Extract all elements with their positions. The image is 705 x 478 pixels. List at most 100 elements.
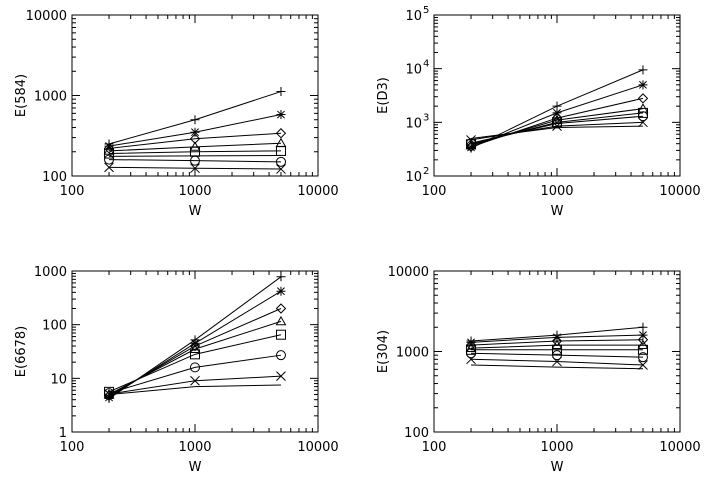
series-line	[109, 159, 281, 163]
x-tick-label: 10000	[297, 440, 338, 455]
triangle-marker	[551, 339, 563, 350]
y-tick-label: 10	[50, 372, 67, 387]
series-line	[108, 384, 281, 395]
cross-marker	[466, 354, 476, 365]
circle-marker	[466, 138, 477, 149]
x-axis-label: W	[189, 204, 202, 219]
cross-marker	[104, 162, 114, 173]
diamond-marker	[637, 93, 649, 104]
triangle-marker	[103, 145, 115, 155]
x-tick-label: 10000	[659, 440, 700, 455]
y-tick-exponent: 5	[423, 5, 429, 16]
y-tick-label: 100	[42, 170, 67, 185]
square-marker	[104, 148, 115, 159]
x-axis-label: W	[189, 460, 202, 475]
axis-ticks	[71, 271, 319, 433]
axis-ticks	[433, 271, 681, 433]
series-line	[108, 320, 282, 395]
series-8	[470, 125, 643, 139]
y-axis-label: E(D3)	[376, 77, 391, 114]
series-line	[471, 352, 643, 358]
y-tick-label: 10000	[26, 9, 67, 24]
plus-marker	[638, 65, 648, 75]
circle-marker	[466, 348, 477, 359]
square-marker	[275, 145, 286, 156]
cross-marker	[190, 375, 200, 386]
series-6	[104, 350, 286, 399]
square-marker	[466, 344, 477, 355]
triangle-marker	[189, 343, 201, 354]
y-tick-exponent: 4	[423, 59, 429, 70]
y-tick-label: 1000	[396, 346, 429, 361]
x-tick-label: 10000	[659, 184, 700, 199]
triangle-marker	[189, 141, 201, 151]
series-line	[108, 334, 282, 393]
y-axis-label: E(304)	[376, 330, 391, 373]
series-line	[109, 150, 281, 155]
diamond-marker	[103, 143, 115, 154]
square-marker	[552, 344, 562, 355]
asterisk-marker	[638, 80, 648, 90]
y-tick-label: 10	[405, 116, 422, 131]
series-line	[109, 154, 281, 157]
cross-marker	[552, 121, 562, 131]
series-8	[109, 154, 281, 157]
square-marker	[190, 349, 200, 360]
cross-marker	[638, 117, 648, 128]
y-tick-label: 100	[42, 319, 67, 334]
series-5	[466, 344, 648, 355]
x-tick-label: 1000	[540, 184, 573, 199]
asterisk-marker	[552, 332, 562, 342]
y-tick-label: 10	[405, 9, 422, 24]
series-line	[470, 125, 643, 139]
y-axis-label: E(6678)	[14, 326, 29, 377]
series-line	[108, 354, 282, 394]
x-tick-label: 1000	[540, 440, 573, 455]
series-5	[104, 145, 286, 159]
square-marker	[275, 329, 286, 340]
chart-panel-3: 100 1000 10000 1 10 100 1000 W E(6678)	[14, 265, 339, 475]
x-tick-label: 100	[60, 440, 85, 455]
series-7	[466, 117, 648, 145]
y-tick-label: 1000	[34, 90, 67, 105]
cross-marker	[638, 360, 648, 370]
triangle-marker	[275, 315, 287, 326]
series-line	[470, 115, 644, 144]
series-7	[104, 162, 286, 174]
series-6	[466, 348, 648, 363]
circle-marker	[275, 156, 286, 167]
asterisk-marker	[190, 338, 200, 348]
diamond-marker	[637, 334, 649, 345]
series-line	[471, 364, 643, 370]
triangle-marker	[637, 339, 649, 350]
diamond-marker	[275, 303, 287, 314]
y-tick-exponent: 2	[423, 166, 429, 177]
diamond-marker	[189, 340, 201, 352]
chart-panel-1: 100 1000 10000 100 1000 10000 W E(584)	[14, 9, 339, 219]
y-tick-label: 1	[59, 426, 67, 441]
series-line	[108, 132, 282, 149]
square-marker	[637, 344, 648, 355]
plus-marker	[638, 322, 648, 332]
chart-panel-4: 100 1000 10000 100 1000 10000 W E(304)	[376, 265, 701, 475]
circle-marker	[104, 154, 115, 165]
circle-marker	[637, 111, 648, 122]
series-6	[104, 154, 286, 167]
cross-marker	[552, 356, 562, 367]
cross-marker	[276, 371, 286, 381]
cross-marker	[190, 163, 200, 174]
asterisk-marker	[466, 337, 476, 347]
y-tick-label: 1000	[34, 265, 67, 280]
axis-ticks	[71, 15, 319, 177]
x-tick-label: 1000	[178, 440, 211, 455]
circle-marker	[637, 352, 648, 363]
plus-marker	[276, 87, 286, 97]
triangle-marker	[275, 137, 287, 148]
plus-marker	[190, 115, 200, 125]
diamond-marker	[275, 128, 287, 139]
y-tick-label: 10	[405, 63, 422, 78]
y-tick-label: 10000	[388, 265, 429, 280]
circle-marker	[275, 350, 286, 361]
